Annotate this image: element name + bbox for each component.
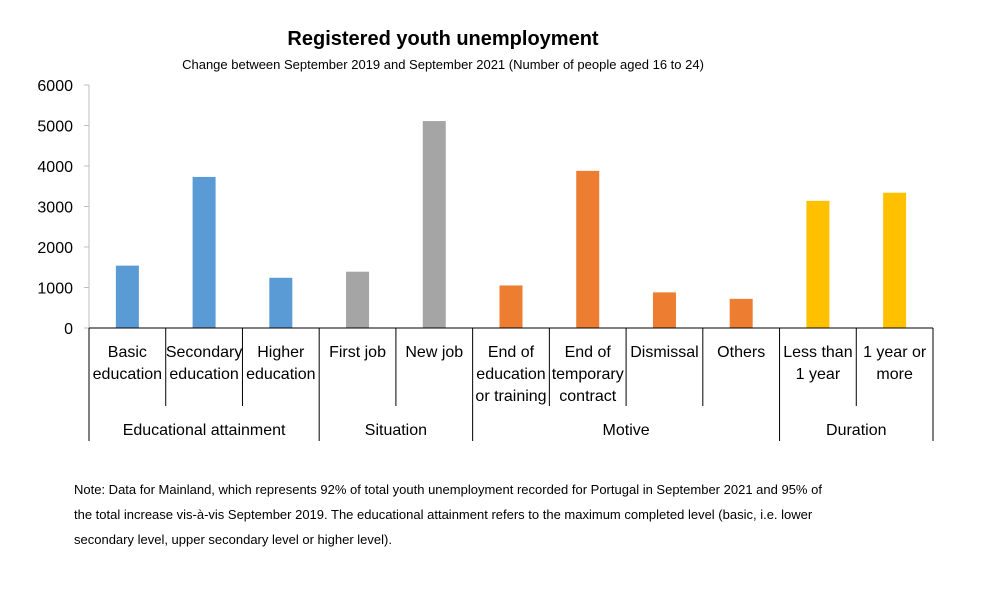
x-tick-label: education <box>246 366 315 383</box>
y-tick-label: 1000 <box>37 281 73 298</box>
x-tick-label: temporary <box>552 366 624 383</box>
y-axis: 0 1000 2000 3000 4000 5000 6000 <box>37 78 90 338</box>
bar <box>883 192 907 328</box>
y-tick-label: 2000 <box>37 240 73 257</box>
bar-chart: 0 1000 2000 3000 4000 5000 6000 Basic education… <box>37 78 934 441</box>
bars <box>115 121 907 328</box>
x-tick-label: Less than <box>783 344 852 361</box>
y-tick-label: 0 <box>64 321 73 338</box>
x-tick-label: Secondary <box>166 344 243 361</box>
x-tick-label: 1 year <box>796 366 841 383</box>
bar <box>115 265 139 328</box>
group-label: Situation <box>365 422 427 439</box>
bar <box>806 200 830 328</box>
x-tick-label: Dismissal <box>630 344 698 361</box>
group-label: Duration <box>826 422 886 439</box>
group-label: Motive <box>603 422 650 439</box>
bar <box>422 121 446 328</box>
x-tick-label: End of <box>565 344 612 361</box>
chart-note: Note: Data for Mainland, which represent… <box>74 482 822 547</box>
y-tick-label: 4000 <box>37 159 73 176</box>
x-tick-label: Basic <box>108 344 147 361</box>
x-tick-label: or training <box>475 388 546 405</box>
x-tick-label: Others <box>717 344 765 361</box>
x-tick-label: education <box>93 366 162 383</box>
x-tick-label: contract <box>559 388 616 405</box>
x-tick-label: Higher <box>257 344 305 361</box>
chart-title: Registered youth unemployment <box>287 28 599 50</box>
bar <box>499 285 523 328</box>
chart-subtitle: Change between September 2019 and Septem… <box>182 57 704 72</box>
x-tick-label: First job <box>329 344 386 361</box>
y-tick-label: 3000 <box>37 200 73 217</box>
bar <box>652 292 676 328</box>
bar <box>576 170 600 328</box>
y-tick-label: 6000 <box>37 78 73 95</box>
x-tick-label: education <box>169 366 238 383</box>
x-tick-label: education <box>476 366 545 383</box>
x-tick-label: more <box>876 366 913 383</box>
group-label: Educational attainment <box>123 422 286 439</box>
bar <box>192 176 216 328</box>
bar <box>269 277 293 328</box>
bar <box>729 298 753 328</box>
x-tick-label: New job <box>405 344 463 361</box>
x-tick-label: End of <box>488 344 535 361</box>
x-axis: BasiceducationSecondaryeducationHighered… <box>88 327 934 441</box>
bar <box>346 271 370 328</box>
y-tick-label: 5000 <box>37 119 73 136</box>
x-tick-label: 1 year or <box>863 344 927 361</box>
